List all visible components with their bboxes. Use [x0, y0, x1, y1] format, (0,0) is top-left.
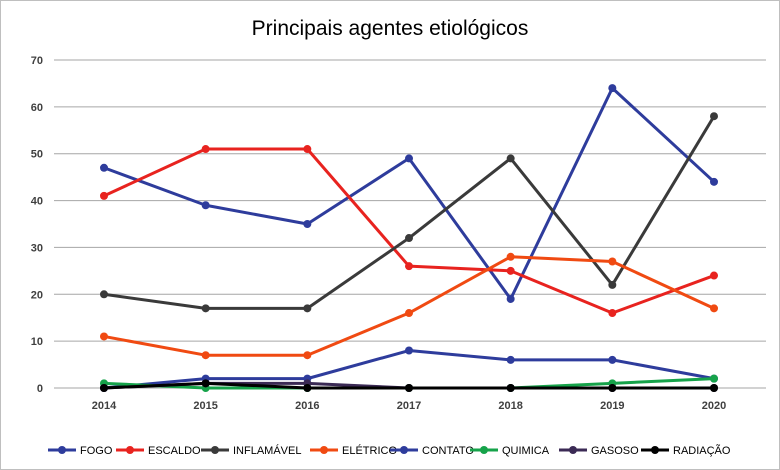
- legend-item: RADIAÇÃO: [641, 444, 731, 457]
- x-tick-label: 2016: [295, 400, 319, 412]
- data-point-escaldo: [405, 262, 413, 271]
- series-inflamável: [100, 112, 718, 313]
- data-point-inflamável: [608, 280, 617, 289]
- data-point-radiação: [201, 379, 210, 388]
- data-point-inflamável: [405, 234, 413, 243]
- data-point-fogo: [608, 84, 617, 93]
- data-point-fogo: [506, 294, 515, 303]
- data-point-radiação: [405, 384, 413, 392]
- data-point-contato: [405, 346, 413, 355]
- chart-title: Principais agentes etiológicos: [252, 17, 529, 40]
- x-tick-label: 2018: [498, 400, 522, 412]
- legend-label: QUIMICA: [502, 445, 550, 457]
- x-axis-tick-labels: 2014 2015 2016 2017 2018 2019 2020: [92, 400, 726, 412]
- legend-item: FOGO: [48, 445, 113, 457]
- data-point-radiação: [506, 384, 515, 392]
- x-tick-label: 2014: [92, 400, 117, 412]
- x-tick-label: 2020: [702, 400, 726, 412]
- legend-swatch-marker: [569, 446, 577, 454]
- x-tick-label: 2019: [600, 400, 624, 412]
- gridlines: [54, 59, 766, 389]
- legend-swatch-marker: [211, 446, 219, 454]
- legend-label: ESCALDO: [148, 445, 201, 457]
- data-point-inflamável: [100, 290, 108, 299]
- x-tick-label: 2017: [397, 400, 421, 412]
- data-point-elétrico: [710, 304, 718, 313]
- x-tick-label: 2015: [193, 400, 217, 412]
- data-point-elétrico: [608, 257, 617, 266]
- y-tick-label: 40: [31, 196, 43, 208]
- data-point-inflamável: [201, 304, 210, 313]
- data-point-fogo: [710, 177, 718, 186]
- legend-swatch-marker: [320, 446, 328, 454]
- y-tick-label: 60: [31, 102, 43, 114]
- legend-label: RADIAÇÃO: [673, 444, 731, 457]
- legend-item: CONTATO: [390, 445, 474, 457]
- legend-item: GASOSO: [559, 445, 639, 457]
- data-point-inflamável: [710, 112, 718, 121]
- legend-label: ELÉTRICO: [342, 444, 397, 457]
- legend-swatch-marker: [400, 446, 408, 454]
- y-axis-tick-labels: 0 10 20 30 40 50 60 70: [31, 55, 43, 395]
- series-radiação: [100, 379, 718, 392]
- data-point-escaldo: [506, 266, 515, 275]
- legend: FOGO ESCALDO INFLAMÁVEL ELÉTRICO CONTATO QUIM…: [48, 444, 731, 457]
- y-tick-label: 70: [31, 55, 43, 67]
- data-point-radiação: [303, 384, 312, 392]
- legend-swatch-marker: [651, 446, 659, 454]
- legend-item: ELÉTRICO: [310, 444, 397, 457]
- data-point-elétrico: [405, 309, 413, 318]
- data-point-radiação: [608, 384, 617, 392]
- data-point-contato: [506, 355, 515, 364]
- data-point-inflamável: [303, 304, 312, 313]
- series-line-inflamável: [103, 115, 716, 310]
- legend-item: INFLAMÁVEL: [201, 444, 301, 457]
- data-point-fogo: [100, 163, 108, 172]
- legend-swatch-marker: [480, 446, 488, 454]
- y-tick-label: 50: [31, 149, 43, 161]
- y-tick-label: 10: [31, 336, 43, 348]
- series-escaldo: [100, 145, 718, 318]
- data-point-contato: [608, 355, 617, 364]
- data-point-elétrico: [506, 252, 515, 261]
- series-fogo: [100, 84, 718, 303]
- y-tick-label: 30: [31, 242, 43, 254]
- data-point-escaldo: [201, 145, 210, 154]
- series-elétrico: [100, 252, 718, 360]
- data-point-fogo: [303, 220, 312, 228]
- legend-label: INFLAMÁVEL: [233, 444, 301, 457]
- data-point-elétrico: [303, 351, 312, 360]
- series-line-escaldo: [103, 147, 715, 315]
- data-point-quimica: [710, 374, 718, 383]
- y-tick-label: 20: [31, 289, 43, 301]
- data-point-fogo: [405, 154, 413, 163]
- data-point-escaldo: [710, 271, 718, 280]
- data-point-elétrico: [100, 332, 108, 341]
- data-point-inflamável: [506, 154, 515, 163]
- data-point-radiação: [710, 384, 718, 392]
- y-tick-label: 0: [37, 383, 43, 395]
- legend-label: GASOSO: [591, 445, 639, 457]
- data-point-fogo: [201, 201, 210, 210]
- data-point-escaldo: [100, 191, 108, 200]
- legend-item: QUIMICA: [470, 445, 550, 457]
- legend-swatch-marker: [58, 446, 66, 454]
- legend-label: FOGO: [80, 445, 113, 457]
- legend-label: CONTATO: [422, 445, 474, 457]
- legend-swatch-marker: [126, 446, 134, 454]
- data-point-escaldo: [608, 309, 617, 318]
- series-lines: [100, 84, 718, 392]
- data-point-elétrico: [201, 351, 210, 360]
- legend-item: ESCALDO: [116, 445, 201, 457]
- data-point-radiação: [100, 384, 108, 392]
- data-point-escaldo: [303, 145, 312, 154]
